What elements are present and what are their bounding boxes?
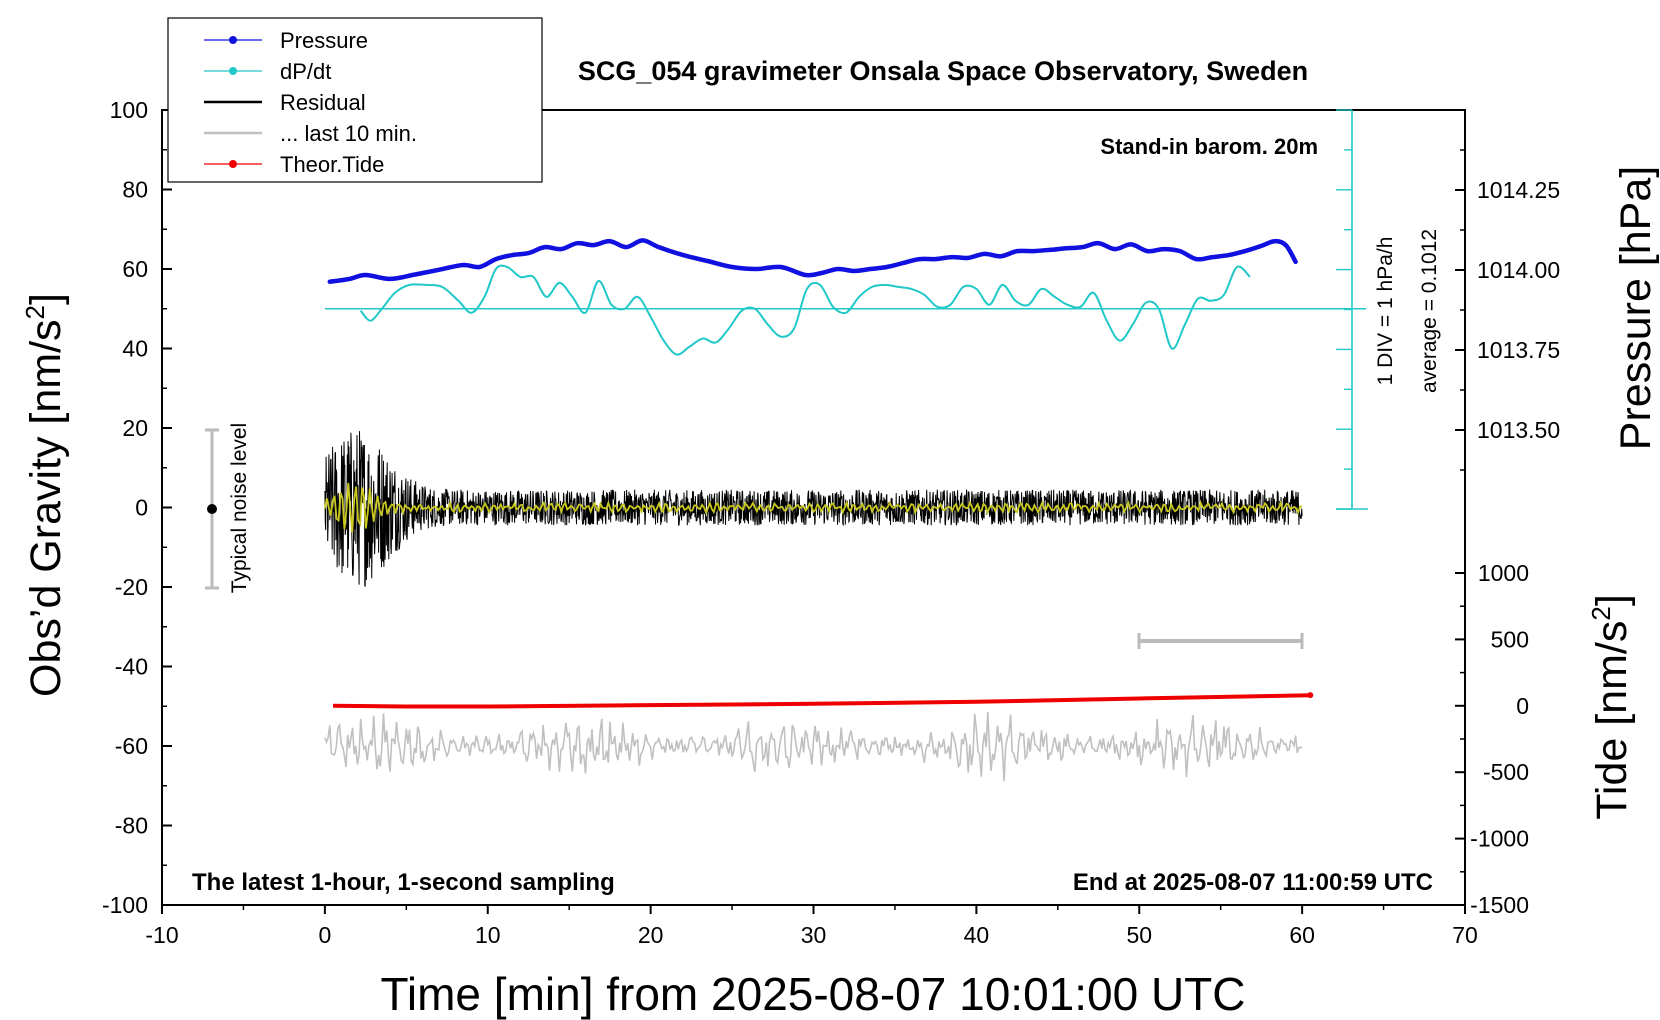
average-label: average = 0.1012 (1418, 229, 1441, 393)
series-layer (324, 238, 1314, 782)
theor-tide-line (332, 693, 1311, 709)
y-tick-label: 80 (122, 177, 148, 203)
pressure-tick-label: 1013.75 (1477, 337, 1560, 363)
noise-level-marker (205, 428, 219, 590)
pressure-tick-label: 1014.25 (1477, 177, 1560, 203)
y-tick-label: -100 (102, 892, 148, 918)
x-tick-label: 50 (1126, 922, 1152, 948)
x-tick-label: 60 (1289, 922, 1315, 948)
tide-tick-label: 0 (1516, 693, 1529, 719)
legend-label: Pressure (280, 28, 368, 53)
footer-left-label: The latest 1-hour, 1-second sampling (192, 869, 615, 896)
y-tick-label: 40 (122, 336, 148, 362)
pressure-axis: 1014.25 1014.00 1013.75 1013.50 (1455, 149, 1560, 471)
chart-title: SCG_054 gravimeter Onsala Space Observat… (578, 56, 1308, 86)
legend-marker (229, 160, 237, 168)
pressure-axis-label: Pressure [hPa] (1612, 166, 1660, 450)
x-tick-label: 70 (1452, 922, 1478, 948)
legend-marker (229, 36, 237, 44)
noise-level-label: Typical noise level (228, 423, 251, 593)
tide-tick-label: -1500 (1470, 892, 1529, 918)
pressure-tick-label: 1014.00 (1477, 257, 1560, 283)
legend-label: Theor.Tide (280, 152, 384, 177)
tide-axis-label-sup: 2 (1586, 606, 1616, 620)
x-tick-label: 40 (964, 922, 990, 948)
y-tick-label: 20 (122, 415, 148, 441)
last-10-min-line (324, 712, 1303, 782)
theor-tide-end-point (1307, 692, 1314, 699)
tide-axis-label-close: ] (1588, 594, 1636, 606)
last-10-min-bar (1137, 633, 1304, 649)
y-axis-label: Obs’d Gravity [nm/s2] (20, 293, 70, 697)
y-tick-label: -40 (115, 654, 148, 680)
legend-box (167, 17, 543, 183)
div-label: 1 DIV = 1 hPa/h (1374, 237, 1397, 386)
x-tick-label: -10 (145, 922, 178, 948)
legend-marker (229, 67, 237, 75)
pressure-line (327, 238, 1298, 284)
y-axis-label-close: ] (22, 293, 70, 305)
y-tick-label: -80 (115, 813, 148, 839)
y-axis-label-sup: 2 (20, 305, 50, 319)
residual-line (324, 431, 1303, 587)
legend-label: ... last 10 min. (280, 121, 417, 146)
tide-tick-label: 500 (1491, 626, 1529, 652)
legend-label: Residual (280, 90, 366, 115)
y-axis-label-text: Obs’d Gravity [nm/s (22, 319, 70, 697)
legend: Pressure dP/dt Residual ... last 10 min. The… (167, 17, 543, 183)
tide-axis: 1000 500 0 -500 -1000 -1500 (1455, 560, 1529, 918)
y-tick-label: 60 (122, 256, 148, 282)
dpdt-line (359, 264, 1251, 356)
y-tick-label: -20 (115, 574, 148, 600)
x-axis-label: Time [min] from 2025-08-07 10:01:00 UTC (381, 968, 1246, 1020)
pressure-tick-label: 1013.50 (1477, 417, 1560, 443)
tide-axis-label: Tide [nm/s2] (1586, 594, 1636, 820)
x-axis: -10 0 10 20 30 40 50 60 70 (145, 905, 1478, 948)
x-tick-label: 0 (318, 922, 331, 948)
x-tick-label: 10 (475, 922, 501, 948)
y-tick-label: 0 (135, 495, 148, 521)
tide-tick-label: -1000 (1470, 826, 1529, 852)
tide-tick-label: 1000 (1478, 560, 1529, 586)
footer-right-label: End at 2025-08-07 11:00:59 UTC (1073, 869, 1433, 896)
y-axis: 100 80 60 40 20 0 -20 -40 -60 -80 -100 (102, 97, 172, 918)
legend-label: dP/dt (280, 59, 331, 84)
stand-in-label: Stand-in barom. 20m (1100, 134, 1318, 159)
x-tick-label: 30 (801, 922, 827, 948)
residual-smoothed-line (324, 482, 1303, 533)
tide-tick-label: -500 (1483, 759, 1529, 785)
y-tick-label: 100 (110, 97, 148, 123)
y-tick-label: -60 (115, 733, 148, 759)
tide-axis-label-text: Tide [nm/s (1588, 621, 1636, 820)
x-tick-label: 20 (638, 922, 664, 948)
